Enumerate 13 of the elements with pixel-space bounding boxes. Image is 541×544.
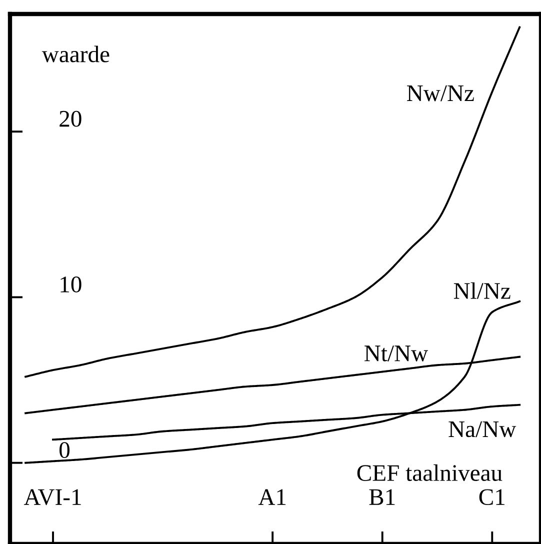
series-label: Na/Nw xyxy=(448,421,516,438)
series-label: Nw/Nz xyxy=(407,85,474,102)
y-axis-title: waarde xyxy=(42,46,110,62)
y-tick-label: 0 xyxy=(60,442,70,458)
x-tick-label: B1 xyxy=(369,489,395,505)
y-tick-label: 10 xyxy=(60,276,82,292)
x-tick-label: A1 xyxy=(258,489,286,505)
x-tick-label: AVI-1 xyxy=(24,489,81,506)
series-label: Nl/Nz xyxy=(454,282,510,299)
x-axis-title: CEF taalniveau xyxy=(357,464,502,482)
x-tick-label: C1 xyxy=(479,489,505,506)
series-label: Nt/Nw xyxy=(364,346,428,362)
y-tick-label: 20 xyxy=(60,110,82,127)
